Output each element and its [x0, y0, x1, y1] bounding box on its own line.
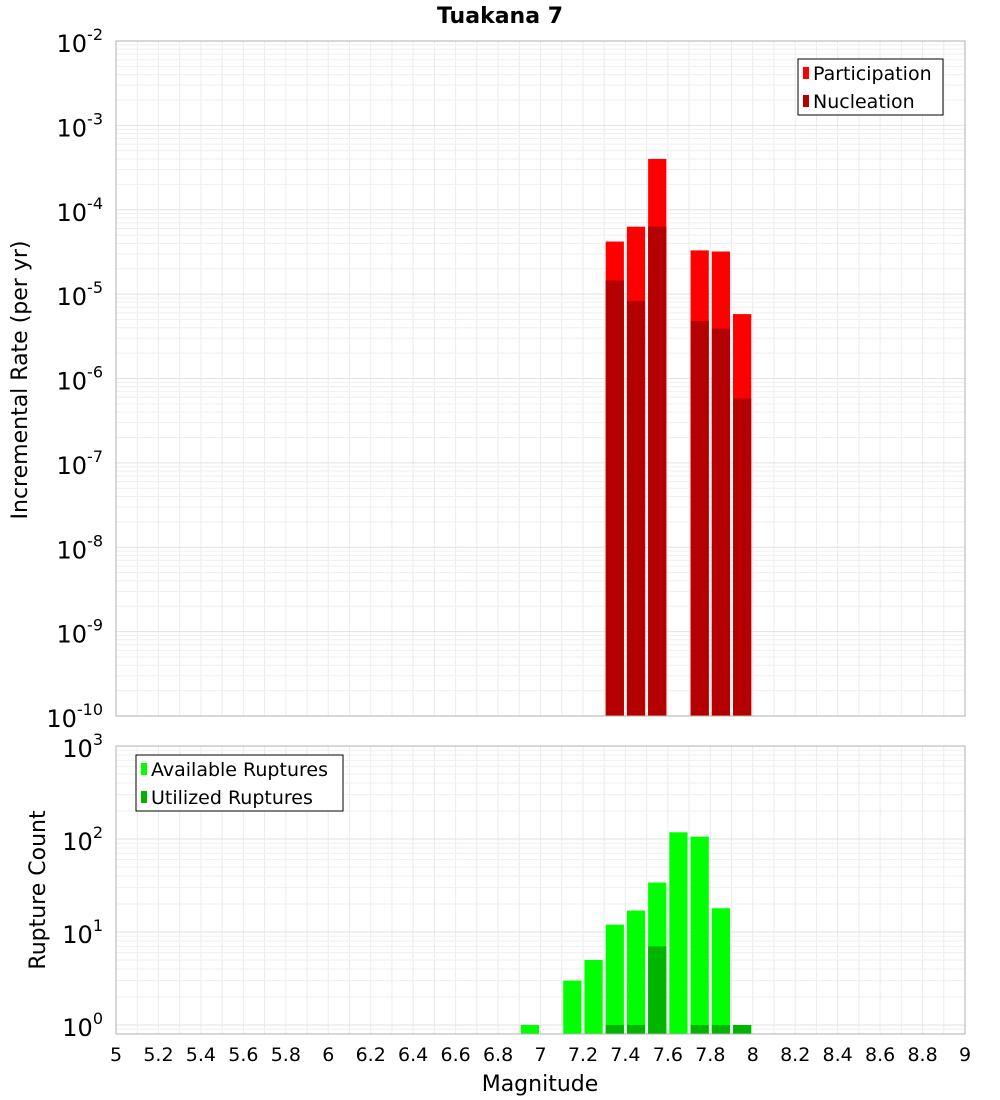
- count-bar-series2: [626, 1024, 646, 1034]
- rate-bar-series2: [711, 328, 731, 716]
- x-tick-label: 7: [534, 1044, 546, 1066]
- y-axis-label: Rupture Count: [26, 810, 51, 970]
- x-tick-label: 8.8: [907, 1044, 937, 1066]
- count-bar-series1: [520, 1024, 539, 1034]
- count-bar-series1: [711, 908, 731, 1034]
- y-tick-label: 101: [62, 916, 103, 949]
- y-tick-label: 10-5: [57, 278, 104, 311]
- x-tick-label: 6.4: [398, 1044, 428, 1066]
- legend-label: Participation: [813, 63, 932, 85]
- legend-swatch: [141, 791, 147, 803]
- legend-swatch: [803, 67, 809, 79]
- x-tick-label: 9: [959, 1044, 971, 1066]
- count-bar-series1: [690, 836, 709, 1034]
- y-tick-label: 10-4: [57, 194, 104, 227]
- x-tick-label: 7.6: [653, 1044, 683, 1066]
- y-tick-label: 10-10: [46, 700, 103, 733]
- x-tick-label: 8.6: [865, 1044, 895, 1066]
- count-bar-series2: [711, 1024, 731, 1034]
- x-tick-label: 6: [322, 1044, 334, 1066]
- x-tick-label: 6.6: [440, 1044, 470, 1066]
- legend: Participation Nucleation: [797, 58, 944, 116]
- x-tick-label: 5.6: [228, 1044, 258, 1066]
- x-tick-label: 5.8: [271, 1044, 301, 1066]
- rate-bar-series2: [626, 300, 646, 716]
- x-tick-label: 5: [110, 1044, 122, 1066]
- legend-label: Nucleation: [813, 91, 915, 113]
- rate-bar-series2: [733, 398, 752, 716]
- x-tick-label: 8: [747, 1044, 759, 1066]
- y-tick-label: 10-9: [57, 616, 104, 649]
- rate-bar-series2: [690, 321, 709, 716]
- legend: Available Ruptures Utilized Ruptures: [135, 754, 344, 812]
- y-tick-label: 100: [62, 1009, 103, 1042]
- x-tick-label: 8.4: [823, 1044, 853, 1066]
- y-tick-label: 10-6: [57, 363, 104, 396]
- y-tick-label: 10-2: [57, 25, 104, 58]
- count-bar-series2: [648, 946, 667, 1034]
- y-tick-label: 10-8: [57, 531, 104, 564]
- y-tick-label: 102: [62, 823, 103, 856]
- count-bar-series1: [605, 924, 624, 1034]
- count-bar-series2: [733, 1024, 752, 1034]
- count-bar-series1: [626, 910, 646, 1034]
- count-bar-series1: [669, 832, 688, 1034]
- top-panel: 10-10 10-9 10-8 10-7 10-6 10-5 10-4 10-3 10-2 Inc…: [8, 25, 966, 733]
- count-bar-series2: [690, 1024, 709, 1034]
- x-axis-label: Magnitude: [482, 1072, 599, 1097]
- y-tick-label: 10-7: [57, 447, 104, 480]
- x-tick-label: 7.8: [695, 1044, 725, 1066]
- bottom-panel: 100 101 102 103 Rupture Count Available Ruptu…: [26, 730, 971, 1066]
- rate-bar-series2: [605, 280, 624, 716]
- y-tick-label: 103: [62, 730, 103, 763]
- legend-swatch: [141, 763, 147, 775]
- legend-label: Available Ruptures: [151, 759, 328, 781]
- legend-swatch: [803, 95, 809, 107]
- x-tick-label: 5.2: [143, 1044, 173, 1066]
- chart-title: Tuakana 7: [437, 4, 563, 29]
- count-bar-series1: [584, 959, 603, 1034]
- x-tick-label: 8.2: [780, 1044, 810, 1066]
- x-tick-label: 5.4: [186, 1044, 216, 1066]
- x-tick-label: 7.2: [568, 1044, 598, 1066]
- rate-bar-series2: [648, 226, 667, 716]
- count-bar-series1: [563, 980, 582, 1034]
- x-tick-label: 7.4: [610, 1044, 640, 1066]
- y-axis-label: Incremental Rate (per yr): [8, 241, 33, 520]
- y-tick-label: 10-3: [57, 109, 104, 142]
- count-bar-series2: [605, 1024, 624, 1034]
- legend-label: Utilized Ruptures: [151, 787, 313, 809]
- x-tick-label: 6.8: [483, 1044, 513, 1066]
- x-tick-label: 6.2: [356, 1044, 386, 1066]
